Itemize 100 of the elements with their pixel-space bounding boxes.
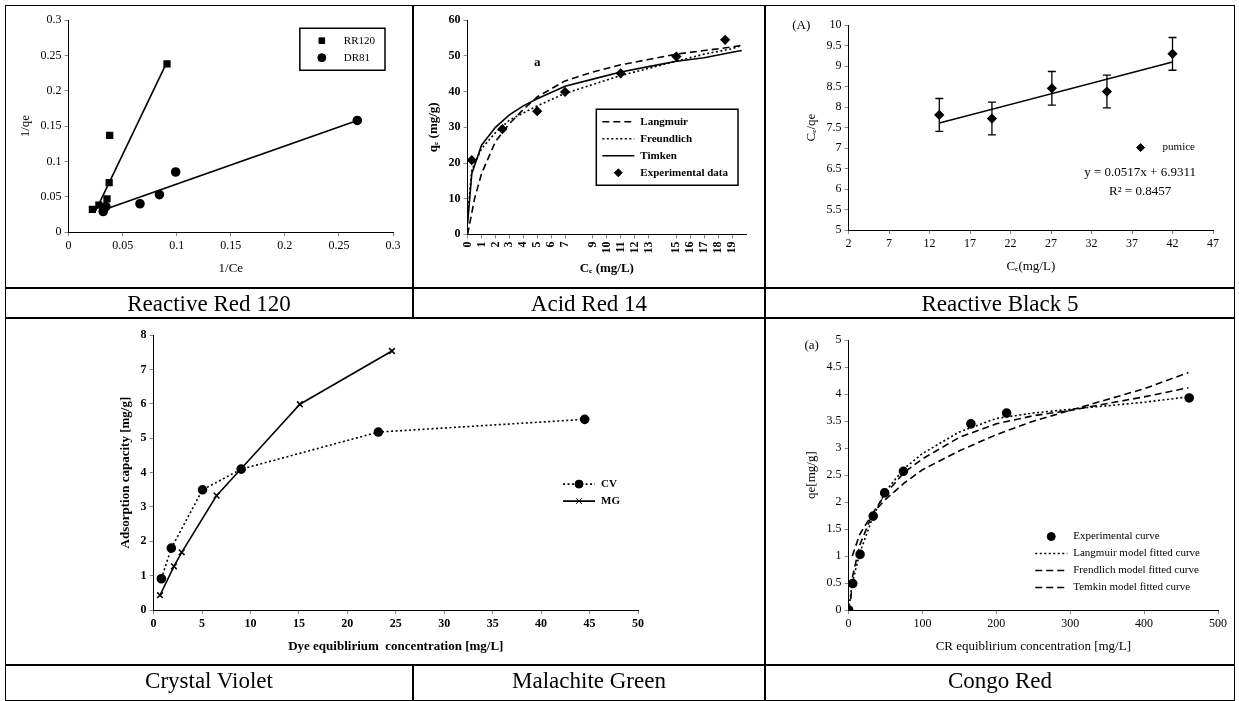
y-tick-label: 0	[140, 602, 147, 617]
x-tick-label: 0.3	[385, 238, 401, 253]
legend-label: Experimental curve	[1073, 529, 1160, 542]
text: Reactive Black 5	[765, 288, 1235, 318]
y-tick-label: 10	[448, 190, 461, 205]
y-tick-label: 7	[140, 361, 147, 376]
y-tick-label: 2	[835, 494, 842, 509]
x-tick-label: 37	[1126, 236, 1139, 251]
y-tick-label: 6	[140, 395, 147, 410]
y-tick-label: 4	[140, 464, 147, 479]
x-axis-title: CR equiblirium concentration [mg/L]	[935, 637, 1131, 653]
x-tick-label: 18	[710, 241, 725, 254]
y-tick-label: 9.5	[826, 37, 842, 52]
x-tick-label: 1	[473, 241, 488, 248]
y-axis-title: qₑ (mg/g)	[425, 102, 441, 153]
x-tick-label: 10	[598, 241, 613, 254]
y-tick-label: 40	[448, 83, 461, 98]
legend-label: Temkin model fitted curve	[1073, 580, 1191, 593]
x-tick-label: 0	[459, 241, 474, 248]
text: (a)	[804, 337, 819, 353]
x-tick-label: 7	[886, 236, 893, 251]
legend-label: DR81	[343, 50, 371, 63]
y-axis-title: 1/qe	[17, 114, 33, 138]
x-tick-label: 0.15	[220, 238, 242, 253]
y-axis-title: Adsorption capacity [mg/g]	[117, 396, 133, 549]
x-tick-label: 300	[1061, 616, 1080, 631]
x-tick-label: 5	[529, 241, 544, 248]
x-tick-label: 35	[486, 616, 499, 631]
y-tick-label: 1	[835, 548, 842, 563]
x-axis-title: 1/Ce	[218, 259, 244, 275]
y-tick-label: 3	[140, 499, 147, 514]
x-tick-label: 9	[584, 241, 599, 248]
x-tick-label: 0.25	[328, 238, 350, 253]
y-tick-label: 7.5	[826, 119, 842, 134]
y-tick-label: 5	[140, 430, 147, 445]
x-tick-label: 0.1	[169, 238, 185, 253]
annotation: a	[533, 54, 541, 70]
x-axis-title: Cₑ(mg/L)	[1006, 257, 1056, 273]
y-tick-label: 10	[829, 17, 842, 32]
y-tick-label: 7	[835, 140, 842, 155]
text: Malachite Green	[413, 665, 765, 701]
annotation: y = 0.0517x + 6.9311	[1084, 164, 1196, 180]
x-tick-label: 6	[543, 241, 558, 248]
legend-label: Timken	[640, 148, 677, 161]
x-tick-label: 3	[501, 241, 516, 248]
y-axis-title: qe[mg/g]	[803, 451, 819, 499]
x-axis-title: Dye equiblirium concentration [mg/L]	[288, 637, 504, 653]
x-tick-label: 17	[964, 236, 977, 251]
x-tick-label: 2	[845, 236, 852, 251]
x-tick-label: 45	[583, 616, 596, 631]
x-tick-label: 19	[724, 241, 739, 254]
legend-label: Frendlich model fitted curve	[1073, 563, 1199, 576]
y-tick-label: 0.3	[46, 12, 62, 27]
x-tick-label: 0	[845, 616, 852, 631]
x-tick-label: 27	[1045, 236, 1058, 251]
y-tick-label: 20	[448, 155, 461, 170]
y-tick-label: 6	[835, 181, 842, 196]
y-tick-label: 1.5	[826, 521, 842, 536]
y-tick-label: 4.5	[826, 359, 842, 374]
legend-label: pumice	[1162, 140, 1196, 153]
legend-label: RR120	[343, 33, 376, 46]
x-tick-label: 22	[1004, 236, 1017, 251]
y-tick-label: 3	[835, 440, 842, 455]
y-tick-label: 8	[140, 327, 147, 342]
y-tick-label: 60	[448, 12, 461, 27]
y-tick-label: 30	[448, 119, 461, 134]
legend-label: MG	[601, 493, 621, 506]
y-tick-label: 2.5	[826, 467, 842, 482]
x-tick-label: 16	[682, 241, 697, 254]
y-tick-label: 3.5	[826, 413, 842, 428]
x-tick-label: 100	[913, 616, 932, 631]
x-tick-label: 47	[1207, 236, 1219, 251]
x-tick-label: 32	[1085, 236, 1098, 251]
x-axis-title: Cₑ (mg/L)	[579, 259, 634, 275]
y-tick-label: 1	[140, 567, 147, 582]
legend-label: Langmuir	[640, 114, 689, 127]
x-tick-label: 2	[487, 241, 502, 248]
y-tick-label: 4	[835, 386, 842, 401]
x-tick-label: 30	[438, 616, 451, 631]
x-tick-label: 11	[612, 241, 627, 253]
x-tick-label: 0	[150, 616, 157, 631]
y-tick-label: 50	[448, 47, 461, 62]
x-tick-label: 7	[557, 241, 572, 248]
text: Crystal Violet	[5, 665, 413, 701]
x-tick-label: 400	[1135, 616, 1154, 631]
y-tick-label: 2	[140, 533, 147, 548]
annotation: R² = 0.8457	[1109, 182, 1172, 198]
x-tick-label: 12	[923, 236, 936, 251]
y-tick-label: 5.5	[826, 201, 842, 216]
y-tick-label: 5	[835, 332, 842, 347]
y-tick-label: 0.2	[46, 82, 62, 97]
x-tick-label: 25	[389, 616, 402, 631]
x-tick-label: 15	[292, 616, 305, 631]
x-tick-label: 50	[632, 616, 644, 631]
x-tick-label: 13	[640, 241, 655, 254]
y-tick-label: 5	[835, 222, 842, 237]
y-tick-label: 0.15	[40, 118, 62, 133]
x-tick-label: 42	[1166, 236, 1179, 251]
y-tick-label: 9	[835, 58, 842, 73]
x-tick-label: 4	[515, 241, 530, 248]
